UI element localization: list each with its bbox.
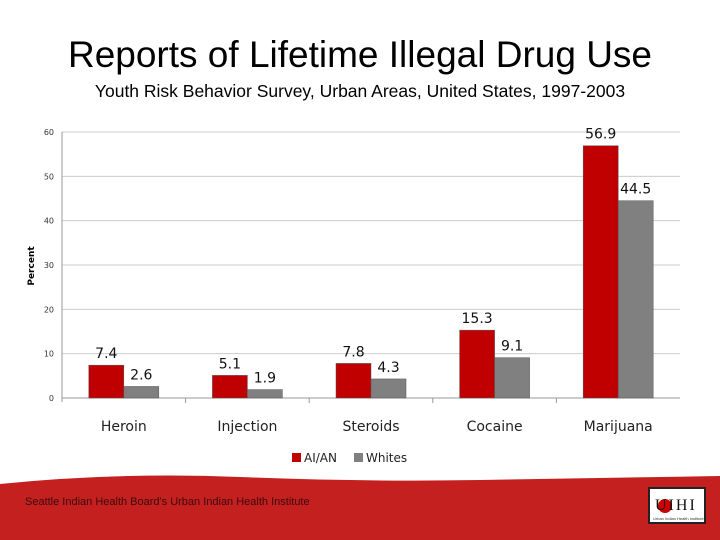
slide-subtitle: Youth Risk Behavior Survey, Urban Areas,… — [94, 81, 626, 101]
y-tick-label: 40 — [44, 217, 54, 226]
y-tick-label: 50 — [44, 172, 54, 181]
bar-aian-marijuana — [582, 145, 619, 399]
chart-panel — [10, 107, 690, 477]
legend-swatch — [354, 453, 363, 462]
bar-aian-heroin — [88, 364, 125, 399]
data-label: 9.1 — [501, 339, 523, 355]
data-label: 7.4 — [95, 346, 117, 362]
bar-whites-cocaine — [494, 357, 530, 399]
footer-band — [0, 475, 720, 540]
legend-label: Whites — [366, 451, 407, 465]
x-tick-label: Marijuana — [584, 419, 653, 435]
legend-label: AI/AN — [304, 451, 337, 465]
slide-title: Reports of Lifetime Illegal Drug Use — [67, 34, 653, 75]
bar-aian-injection — [212, 375, 248, 399]
y-tick-label: 10 — [44, 350, 54, 359]
x-tick-label: Cocaine — [467, 419, 523, 435]
y-tick-label: 30 — [44, 261, 54, 270]
data-label: 4.3 — [377, 360, 399, 376]
bar-whites-marijuana — [617, 200, 654, 399]
data-label: 44.5 — [620, 182, 651, 198]
data-label: 1.9 — [254, 371, 276, 387]
bar-whites-injection — [247, 389, 283, 399]
bar-aian-steroids — [335, 363, 372, 399]
y-tick-label: 20 — [44, 305, 54, 314]
data-label: 15.3 — [462, 311, 493, 327]
x-tick-label: Heroin — [101, 419, 147, 435]
bar-aian-cocaine — [459, 329, 495, 399]
legend-swatch — [292, 453, 301, 462]
data-label: 56.9 — [585, 127, 616, 143]
bar-whites-heroin — [123, 386, 160, 399]
x-tick-label: Injection — [217, 419, 277, 435]
bar-whites-steroids — [370, 378, 407, 399]
data-label: 2.6 — [130, 367, 152, 383]
y-axis-label: Percent — [27, 246, 37, 286]
y-tick-label: 60 — [44, 128, 54, 137]
data-label: 7.8 — [342, 344, 364, 360]
data-label: 5.1 — [219, 356, 241, 372]
x-tick-label: Steroids — [342, 419, 399, 435]
y-tick-label: 0 — [49, 394, 54, 403]
